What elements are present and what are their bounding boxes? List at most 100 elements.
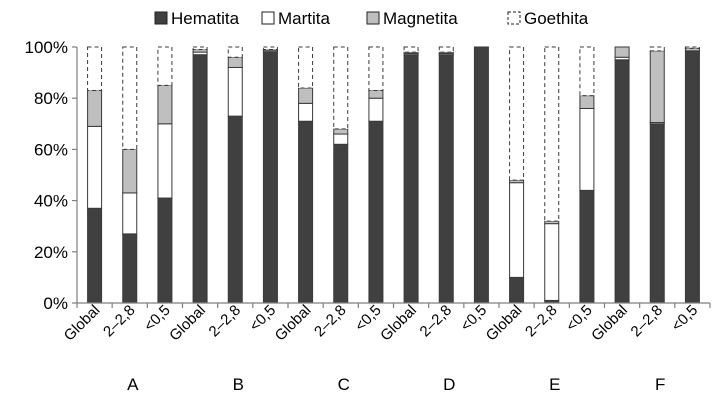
bar-segment-goethita (122, 46, 138, 150)
x-tick-label: 2–2,8 (417, 302, 456, 341)
y-tick-label: 60% (34, 140, 68, 159)
x-tick-label: Global (166, 302, 209, 345)
y-tick-label: 100% (25, 38, 68, 57)
bar-stack (368, 46, 384, 304)
legend-swatch (507, 11, 521, 25)
group-label: B (233, 375, 244, 394)
bar-segment-goethita (192, 46, 208, 51)
group-labels: A B C D E F (127, 375, 665, 394)
bar-segment-hematita (298, 120, 314, 304)
y-axis: 0% 20% 40% 60% 80% 100% (25, 38, 78, 313)
bar-segment-martita (333, 133, 349, 145)
bar-stack (403, 46, 419, 304)
bar-segment-goethita (579, 46, 595, 97)
bar-stack (649, 46, 665, 304)
bar-segment-hematita (368, 120, 384, 304)
bar-segment-magnetita (87, 90, 103, 127)
bar-segment-goethita (509, 46, 525, 181)
x-tick-label: Global (588, 302, 631, 345)
bar-segment-goethita (298, 46, 314, 89)
bar-stack (122, 46, 138, 304)
bar-segment-hematita (509, 276, 525, 304)
bar-segment-martita (227, 66, 243, 117)
y-tick-label: 0% (43, 294, 68, 313)
bar-segment-hematita (438, 54, 454, 304)
x-tick-label: 2–2,8 (522, 302, 561, 341)
bar-segment-magnetita (157, 84, 173, 125)
bar-segment-martita (544, 223, 560, 301)
group-label: A (127, 375, 139, 394)
legend-swatch (261, 11, 275, 25)
bar-segment-magnetita (368, 90, 384, 99)
bar-segment-martita (157, 123, 173, 199)
bar-segment-hematita (579, 189, 595, 304)
bar-stack (473, 46, 489, 304)
bar-segment-goethita (368, 46, 384, 92)
bar-segment-hematita (262, 51, 278, 304)
bar-segment-hematita (192, 54, 208, 304)
bar-segment-magnetita (579, 95, 595, 109)
bar-stack (614, 46, 630, 304)
bar-segment-martita (87, 125, 103, 209)
bar-segment-hematita (649, 123, 665, 304)
bar-segment-martita (122, 192, 138, 235)
bar-segment-martita (298, 102, 314, 122)
bar-segment-hematita (614, 59, 630, 304)
x-tick-label: 2–2,8 (206, 302, 245, 341)
bar-segment-goethita (87, 46, 103, 92)
group-label: C (338, 375, 350, 394)
bar-stack (509, 46, 525, 304)
x-tick-label: 2–2,8 (311, 302, 350, 341)
bar-stack (544, 46, 560, 304)
group-label: D (443, 375, 455, 394)
legend-item-magnetita: Magnetita (366, 9, 458, 28)
bar-segment-hematita (684, 50, 700, 304)
x-tick-label: Global (377, 302, 420, 345)
bar-segment-goethita (438, 46, 454, 53)
x-tick-label: 2–2,8 (628, 302, 667, 341)
legend-swatch (366, 11, 380, 25)
legend-label: Hematita (171, 9, 240, 28)
bar-stack (684, 46, 700, 304)
bar-stack (227, 46, 243, 304)
bar-segment-hematita (333, 143, 349, 304)
bar-stack (579, 46, 595, 304)
bar-stack (298, 46, 314, 304)
bar-segment-magnetita (122, 148, 138, 194)
bar-stack (192, 46, 208, 304)
bar-segment-goethita (157, 46, 173, 86)
group-label: F (655, 375, 665, 394)
bar-segment-goethita (544, 46, 560, 222)
bars (87, 46, 700, 304)
bar-segment-goethita (403, 46, 419, 53)
x-tick-label: <0,5 (668, 302, 701, 335)
bar-segment-hematita (87, 207, 103, 304)
bar-segment-goethita (227, 46, 243, 58)
bar-stack (438, 46, 454, 304)
legend-item-martita: Martita (261, 9, 331, 28)
bar-segment-hematita (227, 115, 243, 304)
bar-segment-martita (368, 97, 384, 122)
bar-segment-goethita (262, 46, 278, 51)
bar-stack (262, 46, 278, 304)
legend: Hematita Martita Magnetita Goethita (154, 9, 589, 28)
bar-segment-magnetita (649, 50, 665, 124)
y-tick-label: 80% (34, 89, 68, 108)
y-tick-label: 40% (34, 192, 68, 211)
legend-item-hematita: Hematita (154, 9, 240, 28)
x-tick-label: Global (483, 302, 526, 345)
bar-segment-goethita (649, 46, 665, 52)
bar-segment-magnetita (298, 87, 314, 104)
y-tick-label: 20% (34, 243, 68, 262)
x-tick-label: 2–2,8 (100, 302, 139, 341)
bar-stack (87, 46, 103, 304)
bar-stack (333, 46, 349, 304)
bar-segment-hematita (157, 197, 173, 304)
bar-stack (157, 46, 173, 304)
bar-segment-goethita (333, 46, 349, 130)
bar-segment-martita (579, 107, 595, 191)
bar-segment-hematita (403, 54, 419, 304)
bar-segment-martita (509, 182, 525, 278)
legend-item-goethita: Goethita (507, 9, 589, 28)
